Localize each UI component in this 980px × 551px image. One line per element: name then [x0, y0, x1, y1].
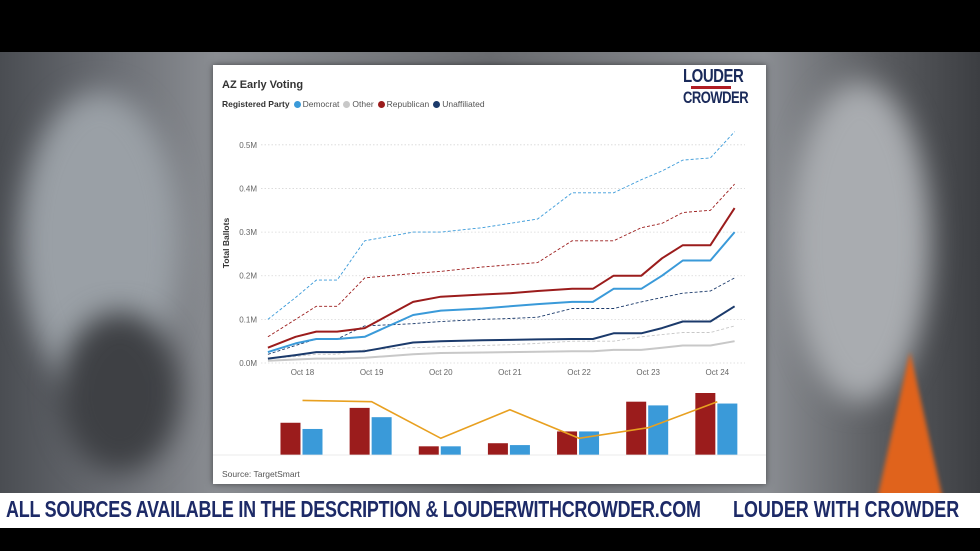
line-chart: 0.0M 0.1M 0.2M 0.3M 0.4M 0.5M Oct 18 Oct 19 Oct … [213, 131, 766, 456]
y-tick-label: 0.5M [239, 141, 257, 150]
legend-item-other[interactable]: Other [343, 99, 374, 109]
legend-label-unaffiliated: Unaffiliated [442, 99, 485, 109]
ticker-message: ALL SOURCES AVAILABLE IN THE DESCRIPTION… [6, 496, 701, 522]
traffic-cone-shape [872, 352, 948, 493]
bar-republican [557, 431, 578, 455]
y-tick-label: 0.1M [239, 315, 257, 324]
chart-title: AZ Early Voting [222, 79, 304, 91]
legend-label-democrat: Democrat [302, 99, 340, 109]
bar-republican [280, 422, 301, 455]
x-tick-label: Oct 23 [636, 368, 660, 377]
series-line-unaffiliated-solid [267, 305, 736, 360]
legend-label-republican: Republican [386, 99, 430, 109]
legend-item-democrat[interactable]: Democrat [293, 99, 340, 109]
legend-label-other: Other [352, 99, 374, 109]
series-line-unaffiliated-dashed [267, 277, 735, 355]
legend-item-republican[interactable]: Republican [377, 99, 430, 109]
bar-democrat [717, 403, 738, 455]
bar-democrat [371, 417, 392, 455]
bar-democrat [648, 405, 669, 455]
democrat-dot-icon [293, 100, 301, 108]
legend-item-unaffiliated[interactable]: Unaffiliated [433, 99, 485, 109]
series-line-other-dashed [267, 325, 735, 360]
x-tick-label: Oct 21 [498, 368, 522, 377]
x-tick-label: Oct 20 [429, 368, 453, 377]
logo-divider [691, 86, 731, 89]
bar-republican [349, 407, 370, 455]
bar-democrat [302, 428, 323, 455]
ticker-brand: LOUDER WITH CROWDER [733, 496, 960, 522]
y-tick-label: 0.4M [239, 184, 257, 193]
logo-line-1: LOUDER [683, 65, 744, 88]
chart-legend: Registered Party Democrat Other Republic… [222, 99, 489, 109]
series-line-other-solid [267, 340, 735, 362]
bar-republican [487, 443, 508, 455]
bar-republican [626, 401, 647, 455]
x-tick-label: Oct 24 [706, 368, 730, 377]
unaffiliated-dot-icon [433, 100, 441, 108]
y-tick-label: 0.3M [239, 228, 257, 237]
bar-democrat [440, 446, 461, 455]
ticker-bar: ALL SOURCES AVAILABLE IN THE DESCRIPTION… [0, 493, 980, 528]
legend-title: Registered Party [222, 99, 290, 109]
louder-with-crowder-logo: LOUDER CROWDER [683, 65, 749, 107]
series-line-republican-solid [267, 207, 736, 349]
bar-republican [418, 446, 439, 455]
chart-panel: AZ Early Voting Registered Party Democra… [213, 65, 766, 484]
series-line-democrat-solid [267, 231, 736, 354]
y-tick-label: 0.2M [239, 272, 257, 281]
bar-democrat [509, 445, 530, 455]
y-axis-label: Total Ballots [221, 218, 231, 269]
series-line-republican-dashed [267, 183, 735, 338]
republican-dot-icon [377, 100, 385, 108]
chart-source: Source: TargetSmart [222, 469, 300, 479]
trend-line [302, 399, 718, 440]
logo-line-2: CROWDER [683, 88, 749, 107]
x-tick-label: Oct 22 [567, 368, 591, 377]
bar-republican [695, 393, 716, 455]
x-tick-label: Oct 19 [360, 368, 384, 377]
x-tick-label: Oct 18 [291, 368, 315, 377]
other-dot-icon [343, 100, 351, 108]
y-tick-label: 0.0M [239, 359, 257, 368]
series-line-democrat-dashed [267, 131, 735, 320]
